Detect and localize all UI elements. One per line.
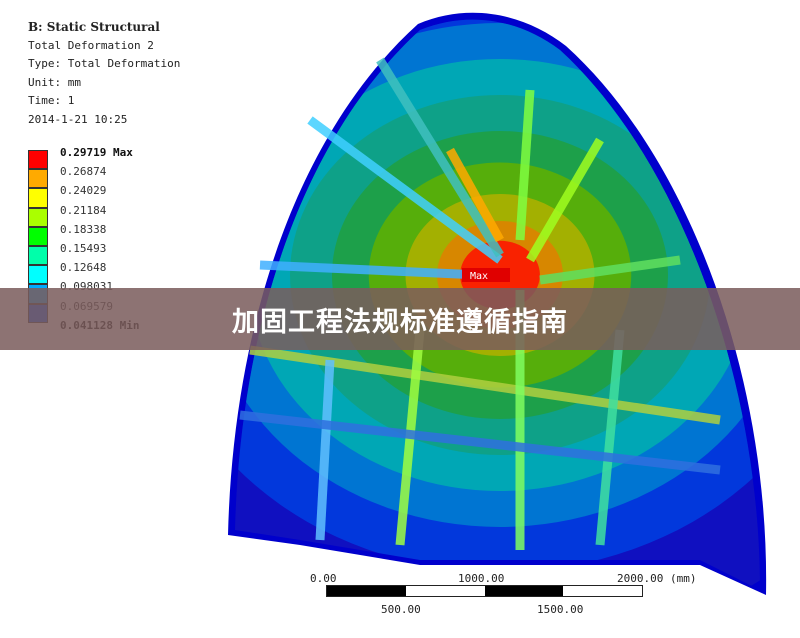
max-probe: [462, 268, 510, 282]
legend-label: 0.12648: [60, 261, 107, 275]
legend-swatch: [28, 207, 48, 227]
stiffener-rib: [259, 260, 481, 280]
stiffener-rib: [526, 137, 604, 263]
stiffener-rib: [307, 116, 503, 264]
scale-label-1000: 1000.00: [458, 572, 505, 585]
stiffener-rib: [239, 410, 721, 475]
legend-swatch: [28, 265, 48, 285]
stiffener-rib: [595, 329, 625, 546]
result-date: 2014-1-21 10:25: [28, 112, 128, 126]
scale-bar-segments: [326, 585, 643, 597]
legend-label: 0.24029: [60, 184, 107, 198]
legend-label: 0.15493: [60, 242, 107, 255]
legend-label: 0.26874: [60, 165, 107, 179]
scale-label-0: 0.00: [310, 572, 337, 585]
legend-swatch: [28, 169, 48, 189]
stiffener-rib: [515, 89, 535, 241]
ribs: [239, 57, 721, 550]
legend-label: 0.29719 Max: [60, 146, 133, 159]
result-unit: Unit: mm: [28, 75, 81, 89]
stiffener-rib: [446, 147, 504, 243]
result-header: B: Static Structural Total Deformation 2…: [28, 18, 180, 129]
banner-title: 加固工程法规标准遵循指南: [232, 306, 568, 338]
max-probe-label: Max: [470, 271, 488, 282]
legend-label: 0.18338: [60, 222, 107, 236]
scale-label-500: 500.00: [381, 603, 421, 616]
result-type: Type: Total Deformation: [28, 57, 181, 70]
legend-label: 0.21184: [60, 203, 107, 217]
legend-swatch: [28, 246, 48, 266]
analysis-title: B: Static Structural: [28, 20, 160, 34]
result-time: Time: 1: [28, 94, 75, 107]
stiffener-rib: [539, 255, 681, 285]
legend-swatch: [28, 150, 48, 170]
legend-swatch: [28, 188, 48, 208]
stiffener-rib: [376, 57, 504, 258]
stiffener-rib: [315, 359, 335, 541]
scale-label-2000: 2000.00 (mm): [617, 572, 697, 585]
title-banner: 加固工程法规标准遵循指南: [0, 288, 800, 350]
legend-swatch: [28, 226, 48, 246]
result-name: Total Deformation 2: [28, 38, 154, 52]
scale-label-1500: 1500.00: [537, 603, 584, 616]
